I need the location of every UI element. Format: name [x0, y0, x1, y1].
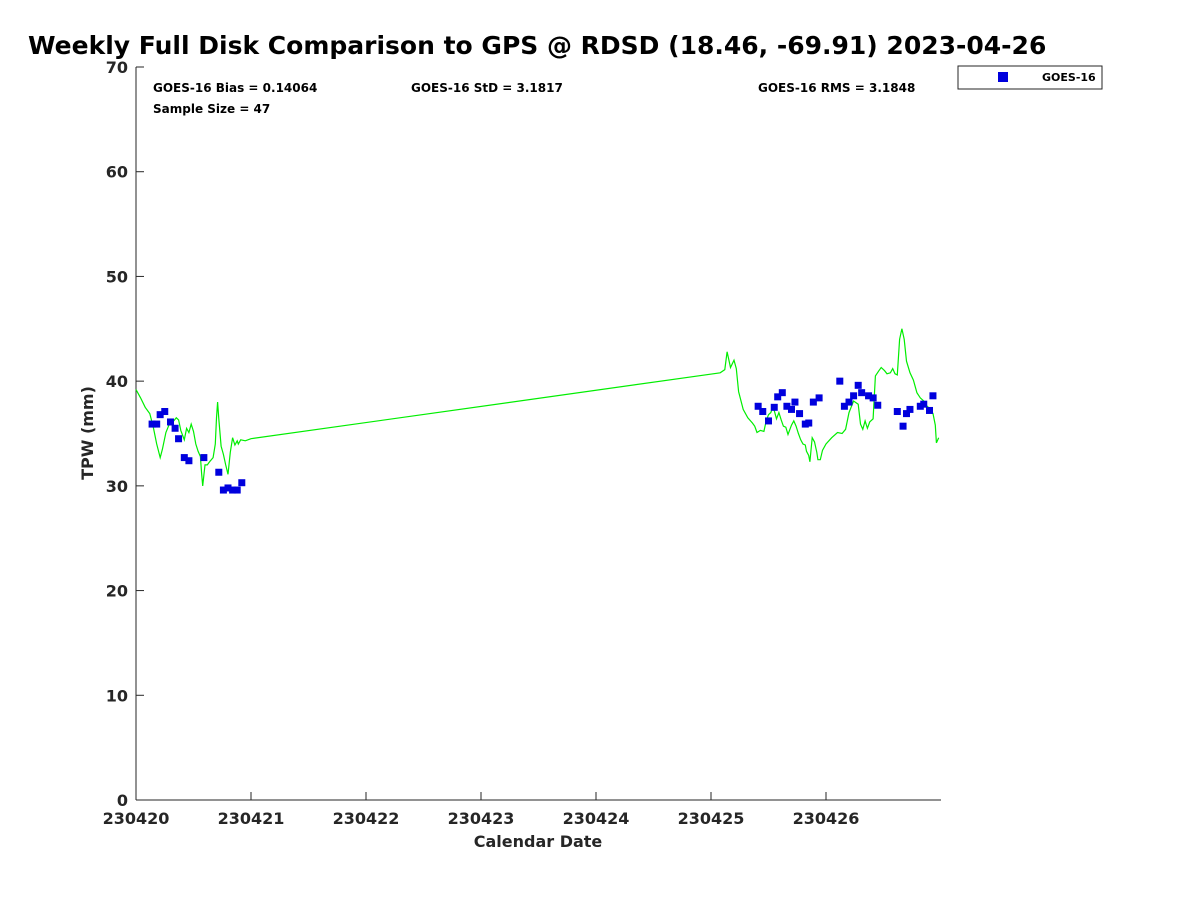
legend: GOES-16 [957, 65, 1103, 90]
goes16-point [791, 398, 799, 406]
goes16-point [765, 417, 772, 425]
goes16-point [845, 398, 853, 406]
goes16-point [926, 406, 933, 414]
goes16-point [754, 402, 762, 410]
std-stat: GOES-16 StD = 3.1817 [411, 81, 563, 95]
y-tick-label: 50 [106, 267, 128, 286]
goes16-point [215, 468, 223, 476]
rms-stat: GOES-16 RMS = 3.1848 [758, 81, 915, 95]
goes16-point [770, 403, 778, 411]
plot-background [136, 67, 941, 800]
legend-label: GOES-16 [1042, 71, 1096, 84]
goes16-point [893, 408, 901, 416]
goes16-point [238, 479, 246, 487]
goes16-point [148, 420, 156, 428]
y-tick-label: 20 [106, 582, 128, 601]
goes16-point [219, 486, 227, 494]
goes16-point [899, 422, 907, 430]
y-tick-label: 40 [106, 372, 128, 391]
goes16-point [815, 394, 823, 402]
goes16-point [929, 392, 937, 400]
x-tick-label: 230426 [793, 809, 860, 828]
y-axis-label: TPW (mm) [78, 386, 97, 480]
sample-size-stat: Sample Size = 47 [153, 102, 270, 116]
goes16-point [180, 454, 188, 462]
goes16-point [906, 405, 914, 413]
goes16-point [778, 389, 786, 397]
x-tick-label: 230424 [563, 809, 630, 828]
x-tick-label: 230421 [218, 809, 285, 828]
goes16-point [836, 377, 844, 385]
goes16-point [224, 484, 232, 492]
y-tick-label: 30 [106, 477, 128, 496]
bias-stat: GOES-16 Bias = 0.14064 [153, 81, 317, 95]
series-layer [135, 328, 940, 494]
goes16-point [175, 435, 183, 443]
chart-title: Weekly Full Disk Comparison to GPS @ RDS… [28, 31, 1046, 60]
goes16-point [156, 411, 164, 419]
goes16-point [185, 457, 193, 465]
goes16-point [865, 392, 873, 400]
y-tick-label: 60 [106, 163, 128, 182]
goes16-point [869, 394, 877, 402]
goes16-point [774, 393, 782, 401]
goes16-point [783, 402, 791, 410]
goes16-point [759, 408, 767, 416]
goes16-point [153, 420, 161, 428]
legend-marker-square-icon [998, 72, 1008, 82]
goes16-point [167, 418, 174, 426]
plot-area [136, 67, 941, 800]
x-tick-label: 230420 [103, 809, 170, 828]
goes16-point [788, 405, 795, 413]
goes16-point [850, 392, 858, 400]
goes16-point [233, 486, 241, 494]
goes16-point [903, 410, 910, 418]
goes16-point [200, 454, 208, 462]
goes16-point [796, 410, 804, 418]
legend-box [957, 65, 1103, 90]
y-tick-label: 70 [106, 58, 128, 77]
x-tick-label: 230422 [333, 809, 400, 828]
goes16-point [840, 402, 848, 410]
goes16-point [805, 419, 813, 427]
goes16-point [874, 401, 882, 409]
goes16-point [854, 381, 862, 389]
x-axis-label: Calendar Date [474, 832, 603, 851]
x-tick-label: 230423 [448, 809, 515, 828]
goes16-point [920, 400, 928, 408]
goes16-point [229, 486, 237, 494]
x-tick-label: 230425 [678, 809, 745, 828]
axes: 0 10 20 30 40 50 60 70 230420 230421 230422 230423 2… [103, 58, 941, 828]
goes16-point [171, 424, 179, 432]
goes16-point [858, 389, 866, 397]
y-tick-label: 10 [106, 686, 128, 705]
goes16-point [161, 408, 169, 416]
y-tick-label: 0 [117, 791, 128, 810]
goes16-point [809, 398, 817, 406]
